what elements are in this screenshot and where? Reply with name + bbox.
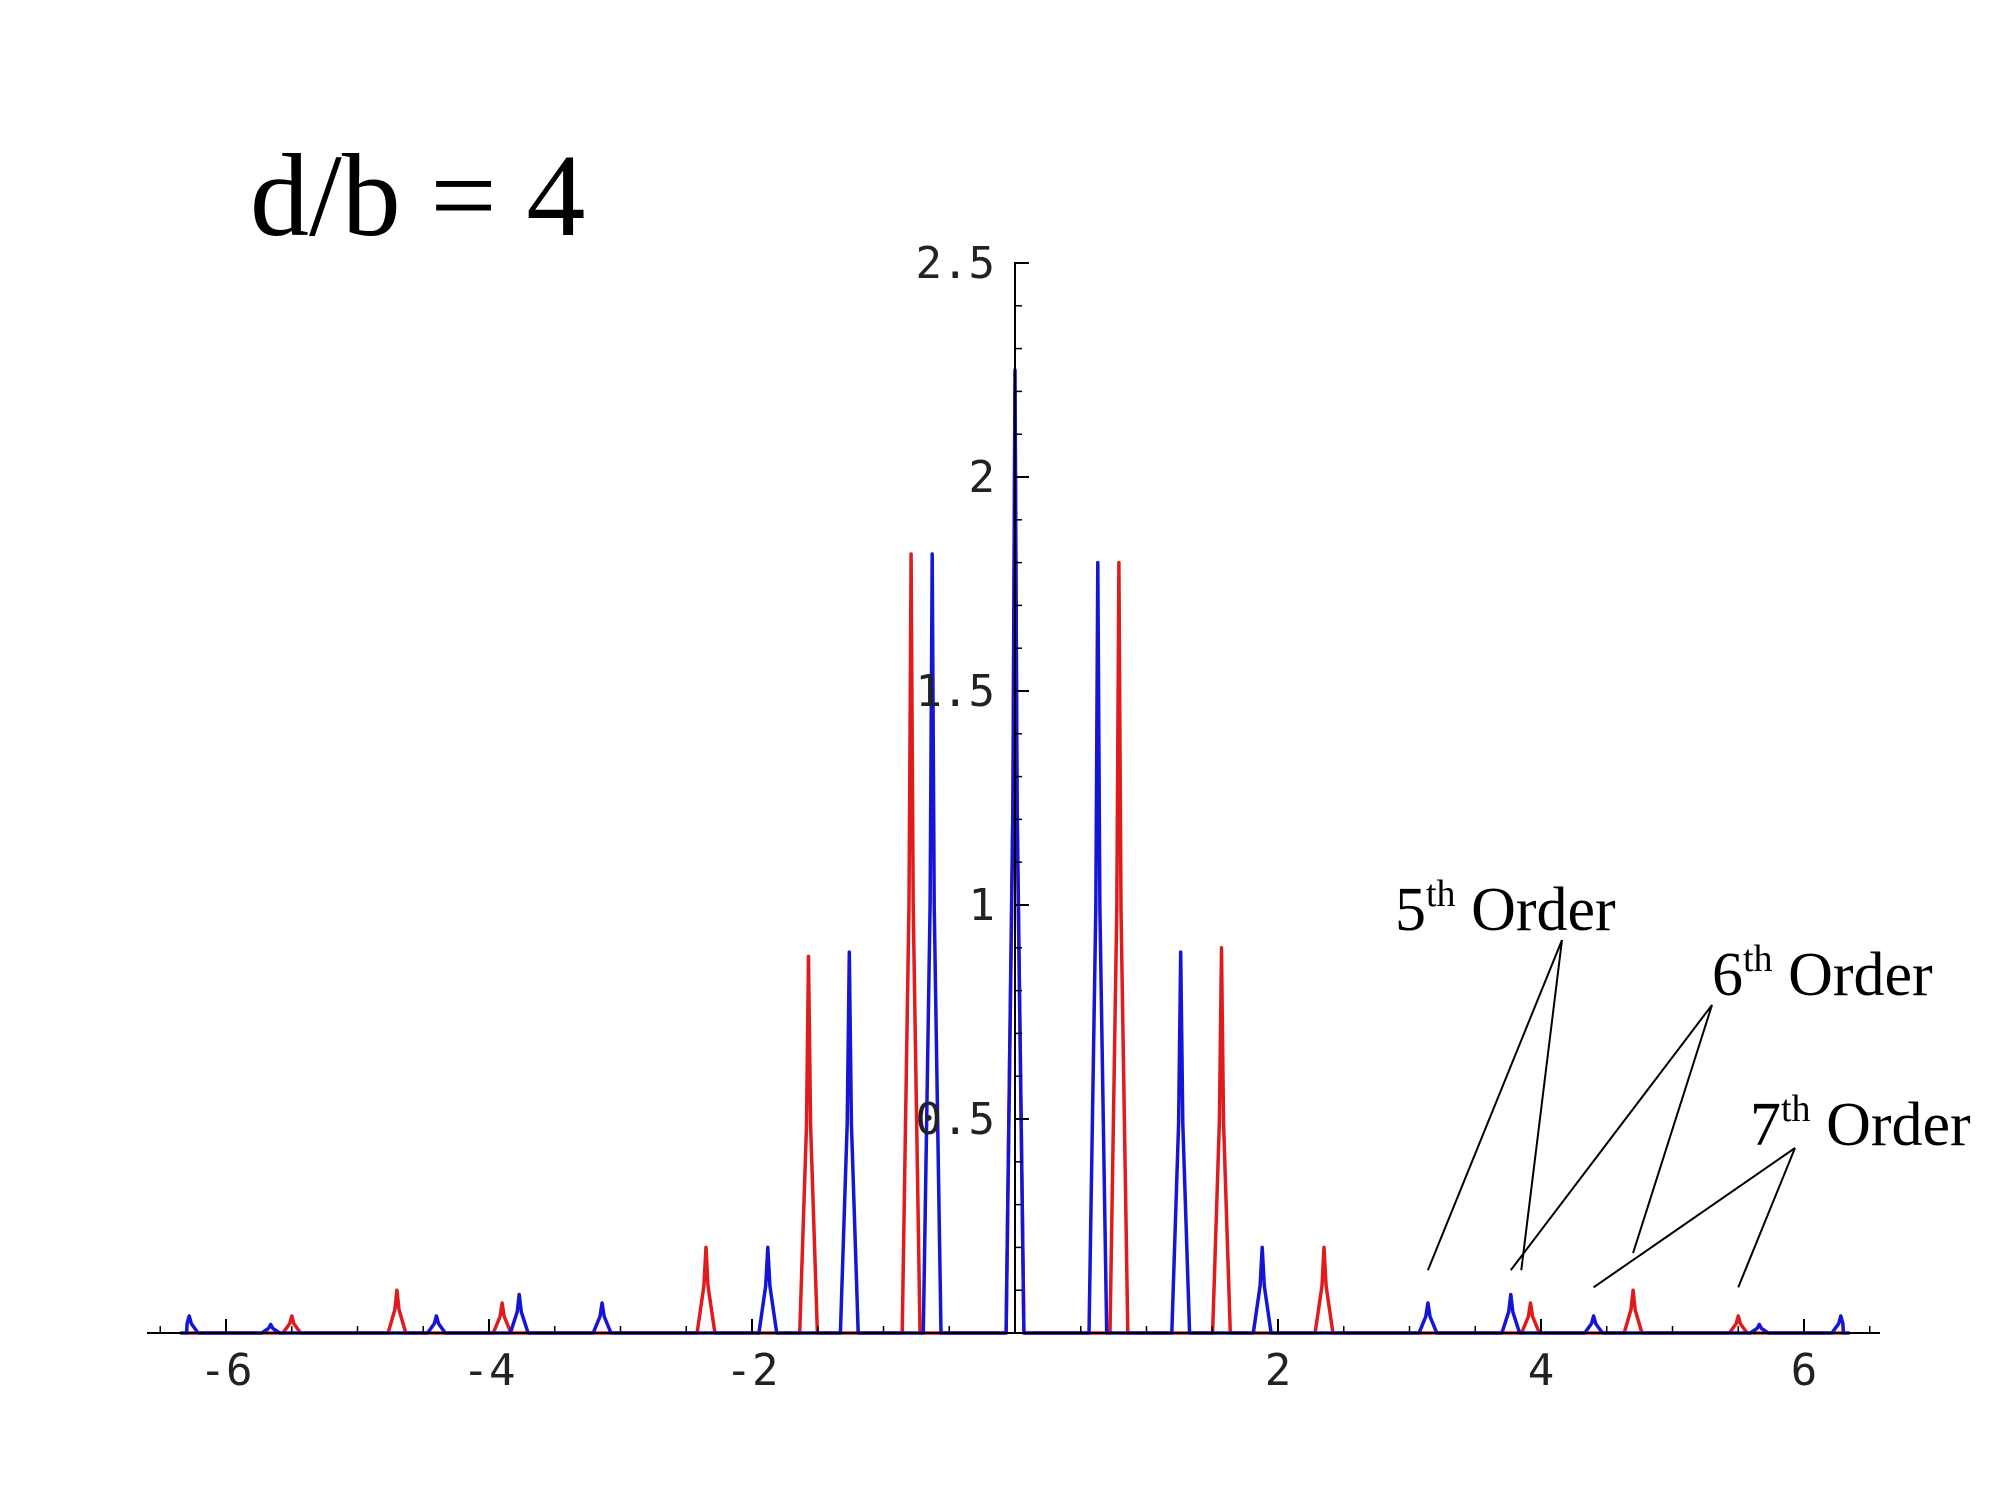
y-tick-label: 2 xyxy=(969,452,996,503)
x-tick-label: 4 xyxy=(1528,1345,1555,1396)
annotation-leaders xyxy=(1426,939,1796,1289)
x-tick-label: 6 xyxy=(1791,1345,1818,1396)
annotation-leader-2-2 xyxy=(1632,1004,1713,1254)
y-tick-label: 1 xyxy=(969,880,996,931)
x-ticks: -6 -4 -2 2 4 6 xyxy=(159,1319,1871,1396)
x-tick-label: 2 xyxy=(1265,1345,1292,1396)
x-tick-label: -2 xyxy=(726,1345,779,1396)
y-tick-label: 1.5 xyxy=(916,666,995,717)
y-tick-label: 2.5 xyxy=(916,238,995,289)
annotation-leader-1-2 xyxy=(1520,939,1563,1271)
axes xyxy=(147,262,1880,1334)
annotation-7th-order: 7th Order xyxy=(1750,1088,1971,1159)
x-tick-label: -6 xyxy=(200,1345,253,1396)
annotation-leader-3-1 xyxy=(1593,1147,1796,1289)
annotation-6th-order: 6th Order xyxy=(1712,938,1933,1009)
annotation-leader-2-1 xyxy=(1509,1004,1713,1271)
x-tick-label: -4 xyxy=(463,1345,516,1396)
y-ticks: 0.5 1 1.5 2 2.5 xyxy=(916,238,1029,1291)
annotation-leader-1-1 xyxy=(1426,939,1563,1271)
chart-title: d/b = 4 xyxy=(250,130,585,261)
annotation-leader-3-2 xyxy=(1737,1147,1796,1288)
y-tick-label: 0.5 xyxy=(916,1094,995,1145)
annotation-5th-order: 5th Order xyxy=(1395,873,1616,944)
